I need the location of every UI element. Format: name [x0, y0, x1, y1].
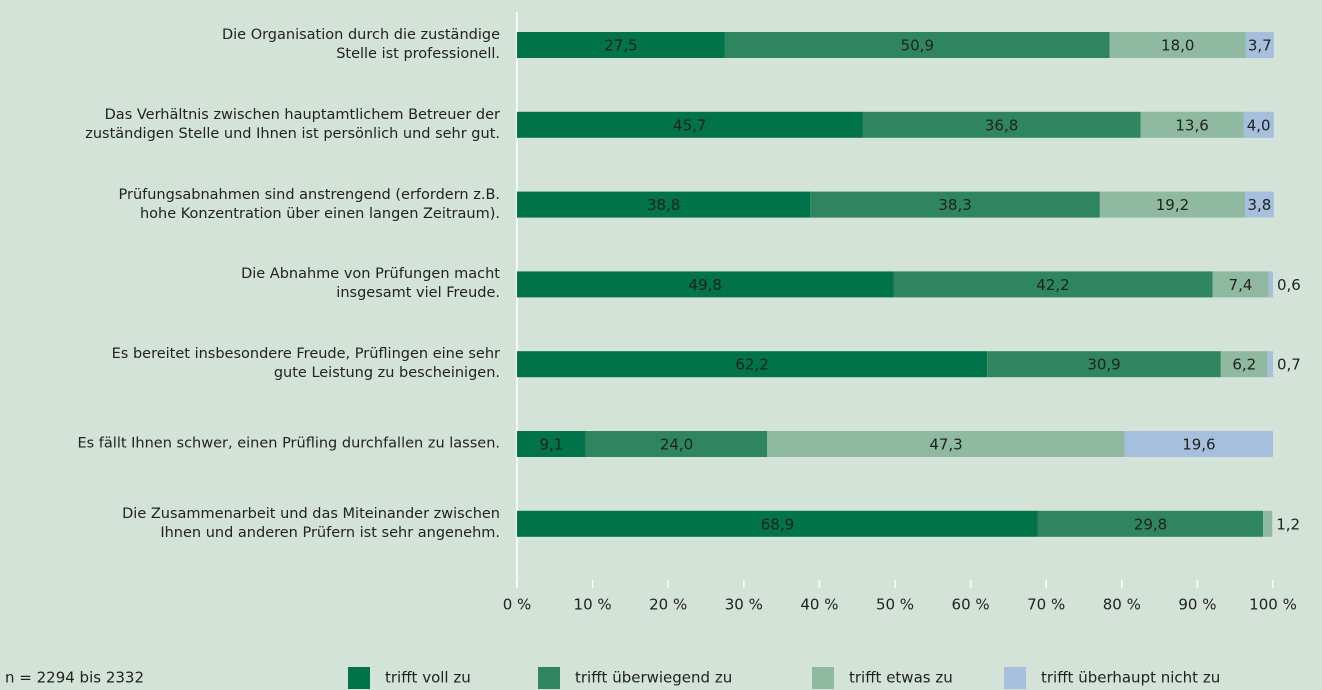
value-label: 36,8	[985, 116, 1018, 134]
value-label: 1,2	[1276, 515, 1300, 533]
bar-segment	[810, 191, 1100, 218]
category-label: Es fällt Ihnen schwer, einen Prüfling du…	[77, 435, 500, 452]
value-label: 19,6	[1182, 436, 1215, 454]
x-tick-label: 30 %	[725, 596, 763, 614]
bar-segment	[517, 431, 586, 457]
category-label: Das Verhältnis zwischen hauptamtlichem B…	[85, 106, 500, 142]
legend-swatch	[538, 667, 560, 689]
value-label: 68,9	[761, 515, 794, 533]
x-tick-label: 40 %	[800, 596, 838, 614]
value-label: 42,2	[1036, 276, 1069, 294]
bar-segment	[1212, 271, 1269, 298]
bar-segment	[1245, 191, 1274, 218]
value-label: 0,6	[1277, 276, 1301, 294]
value-label: 6,2	[1232, 356, 1256, 374]
bar-segment	[517, 351, 988, 378]
value-label: 0,7	[1277, 356, 1301, 374]
value-label: 62,2	[735, 356, 768, 374]
category-label: Die Abnahme von Prüfungen macht insgesam…	[241, 266, 500, 302]
bar-segment	[767, 431, 1125, 457]
value-label: 13,6	[1175, 116, 1208, 134]
x-tick-label: 100 %	[1249, 596, 1297, 614]
bar-segment	[1109, 32, 1246, 58]
bar-segment	[517, 32, 725, 58]
value-label: 45,7	[673, 116, 706, 134]
value-label: 38,8	[647, 196, 680, 214]
value-label: 4,0	[1247, 116, 1271, 134]
value-label: 3,8	[1247, 196, 1271, 214]
x-tick-label: 50 %	[876, 596, 914, 614]
category-label: Die Zusammenarbeit und das Miteinander z…	[122, 505, 500, 541]
x-tick-label: 20 %	[649, 596, 687, 614]
bar-segment	[1245, 32, 1274, 58]
value-label: 9,1	[539, 436, 563, 454]
bar-segment	[724, 32, 1110, 58]
x-tick-label: 10 %	[574, 596, 612, 614]
legend-label: trifft etwas zu	[849, 669, 953, 687]
bar-segment	[1099, 191, 1246, 218]
value-label: 47,3	[929, 436, 962, 454]
value-label: 7,4	[1229, 276, 1253, 294]
bar-segment	[1243, 111, 1274, 138]
value-label: 19,2	[1156, 196, 1189, 214]
bar-segment	[585, 431, 768, 457]
bar-segment	[517, 271, 894, 298]
value-label: 3,7	[1248, 37, 1272, 55]
bar-segment	[987, 351, 1221, 378]
bar-segment	[1267, 351, 1273, 378]
x-tick-label: 80 %	[1103, 596, 1141, 614]
bar-segment	[517, 111, 863, 138]
category-label: Es bereitet insbesondere Freude, Prüflin…	[111, 346, 500, 382]
legend-swatch	[812, 667, 834, 689]
legend-label: trifft überhaupt nicht zu	[1041, 669, 1220, 687]
bar-segment	[1263, 510, 1273, 537]
bar-segment	[1220, 351, 1268, 378]
bar-segment	[517, 510, 1038, 537]
value-label: 29,8	[1134, 515, 1167, 533]
bar-segment	[1140, 111, 1244, 138]
value-label: 38,3	[938, 196, 971, 214]
value-label: 49,8	[689, 276, 722, 294]
category-label: Prüfungsabnahmen sind anstrengend (erfor…	[118, 186, 501, 222]
x-tick-label: 60 %	[952, 596, 990, 614]
legend-swatch	[1004, 667, 1026, 689]
value-label: 18,0	[1161, 37, 1194, 55]
bar-segment	[517, 191, 811, 218]
x-tick-label: 90 %	[1178, 596, 1216, 614]
legend-label: trifft überwiegend zu	[575, 669, 732, 687]
x-tick-label: 70 %	[1027, 596, 1065, 614]
category-label: Die Organisation durch die zuständige St…	[221, 27, 500, 62]
value-label: 50,9	[901, 37, 934, 55]
bar-segment	[893, 271, 1213, 298]
bar-segment	[1037, 510, 1264, 537]
bar-segment	[1124, 431, 1273, 457]
value-label: 30,9	[1087, 356, 1120, 374]
x-tick-label: 0 %	[503, 596, 532, 614]
legend-swatch	[348, 667, 370, 689]
bar-segment	[1268, 271, 1273, 298]
value-label: 27,5	[604, 37, 637, 55]
value-label: 24,0	[660, 436, 693, 454]
note: n = 2294 bis 2332	[5, 669, 144, 687]
bar-segment	[862, 111, 1141, 138]
legend-label: trifft voll zu	[385, 669, 471, 687]
